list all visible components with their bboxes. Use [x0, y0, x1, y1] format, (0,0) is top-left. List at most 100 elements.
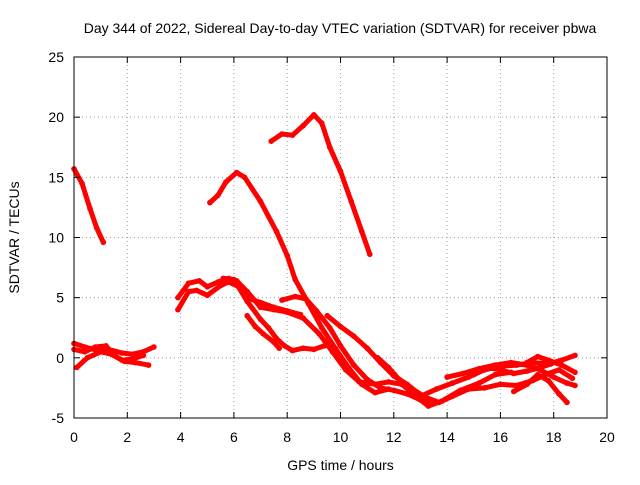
y-tick-label: 25 — [48, 49, 64, 65]
data-point — [223, 179, 229, 185]
x-tick-label: 6 — [230, 429, 238, 445]
data-point — [425, 400, 432, 407]
data-point — [359, 228, 365, 235]
data-point — [433, 386, 440, 392]
data-point — [510, 388, 517, 395]
series-line-arc-6 — [268, 112, 373, 257]
data-point — [84, 355, 91, 361]
data-point — [396, 376, 402, 383]
data-point — [449, 393, 456, 400]
data-point — [348, 198, 355, 205]
data-point — [391, 387, 397, 394]
data-point — [145, 362, 152, 368]
x-tick-label: 8 — [283, 429, 291, 445]
data-point — [87, 205, 93, 212]
data-point — [550, 374, 557, 380]
data-point — [569, 375, 576, 382]
data-point — [273, 228, 280, 235]
x-tick-label: 20 — [599, 429, 615, 445]
data-point — [329, 349, 336, 355]
data-point — [319, 120, 325, 126]
data-point — [129, 351, 136, 358]
data-point — [300, 345, 307, 352]
data-point — [257, 316, 264, 323]
data-point — [292, 293, 299, 300]
data-point — [79, 180, 85, 187]
data-point — [185, 288, 192, 295]
data-point — [324, 312, 331, 319]
data-point — [444, 374, 450, 380]
chart-title: Day 344 of 2022, Sidereal Day-to-day VTE… — [84, 20, 597, 36]
data-point — [289, 347, 296, 354]
data-point — [129, 356, 136, 362]
data-point — [367, 251, 373, 258]
x-tick-label: 12 — [386, 429, 402, 445]
data-point — [260, 331, 267, 337]
y-tick-label: 5 — [56, 290, 64, 306]
data-point — [73, 364, 80, 371]
data-point — [81, 344, 88, 350]
data-point — [556, 391, 562, 397]
data-point — [409, 386, 416, 392]
data-point — [417, 393, 424, 400]
data-point — [185, 280, 192, 287]
data-point — [193, 287, 200, 294]
data-point — [465, 386, 472, 392]
data-point — [204, 292, 211, 299]
data-point — [300, 315, 307, 321]
x-tick-label: 4 — [177, 429, 185, 445]
data-point — [311, 346, 317, 353]
data-point — [119, 357, 125, 364]
data-point — [271, 306, 277, 313]
data-point — [196, 278, 203, 284]
data-point — [460, 370, 466, 377]
data-point — [233, 169, 240, 176]
data-point — [321, 343, 328, 349]
data-point — [97, 349, 104, 355]
data-point — [404, 391, 410, 397]
data-point — [497, 381, 504, 388]
data-point — [284, 309, 291, 315]
series-line-arc-1 — [71, 166, 106, 245]
data-point — [292, 276, 299, 283]
data-point — [558, 362, 565, 368]
series-line-arc-8 — [175, 275, 514, 409]
series-line-arc-15 — [444, 360, 578, 388]
data-point — [313, 308, 320, 314]
data-point — [524, 359, 530, 366]
x-tick-label: 14 — [439, 429, 455, 445]
data-point — [508, 359, 514, 366]
data-point — [257, 198, 264, 205]
x-axis-title: GPS time / hours — [287, 457, 394, 473]
data-point — [151, 344, 157, 350]
data-point — [572, 382, 578, 389]
data-point — [556, 367, 562, 373]
data-point — [119, 350, 125, 356]
data-point — [377, 385, 384, 391]
data-point — [337, 168, 344, 175]
data-point — [281, 343, 288, 349]
data-point — [564, 380, 570, 386]
data-point — [449, 380, 456, 386]
data-point — [257, 304, 264, 311]
data-point — [215, 279, 221, 285]
data-point — [510, 370, 517, 377]
data-point — [279, 131, 285, 137]
data-point — [276, 345, 283, 352]
tick-labels: 0 2 4 6 8 10 12 14 16 18 20 -5 0 5 10 15 20 25 — [48, 49, 615, 445]
data-point — [100, 239, 107, 246]
y-tick-label: 20 — [48, 109, 64, 125]
data-point — [244, 312, 250, 319]
data-series — [71, 112, 578, 409]
data-point — [175, 294, 181, 301]
data-point — [471, 371, 477, 378]
data-point — [265, 325, 272, 331]
x-tick-label: 0 — [70, 429, 78, 445]
data-point — [316, 331, 323, 337]
data-point — [572, 369, 578, 376]
data-point — [244, 298, 250, 305]
data-point — [564, 399, 570, 406]
data-point — [244, 288, 250, 295]
